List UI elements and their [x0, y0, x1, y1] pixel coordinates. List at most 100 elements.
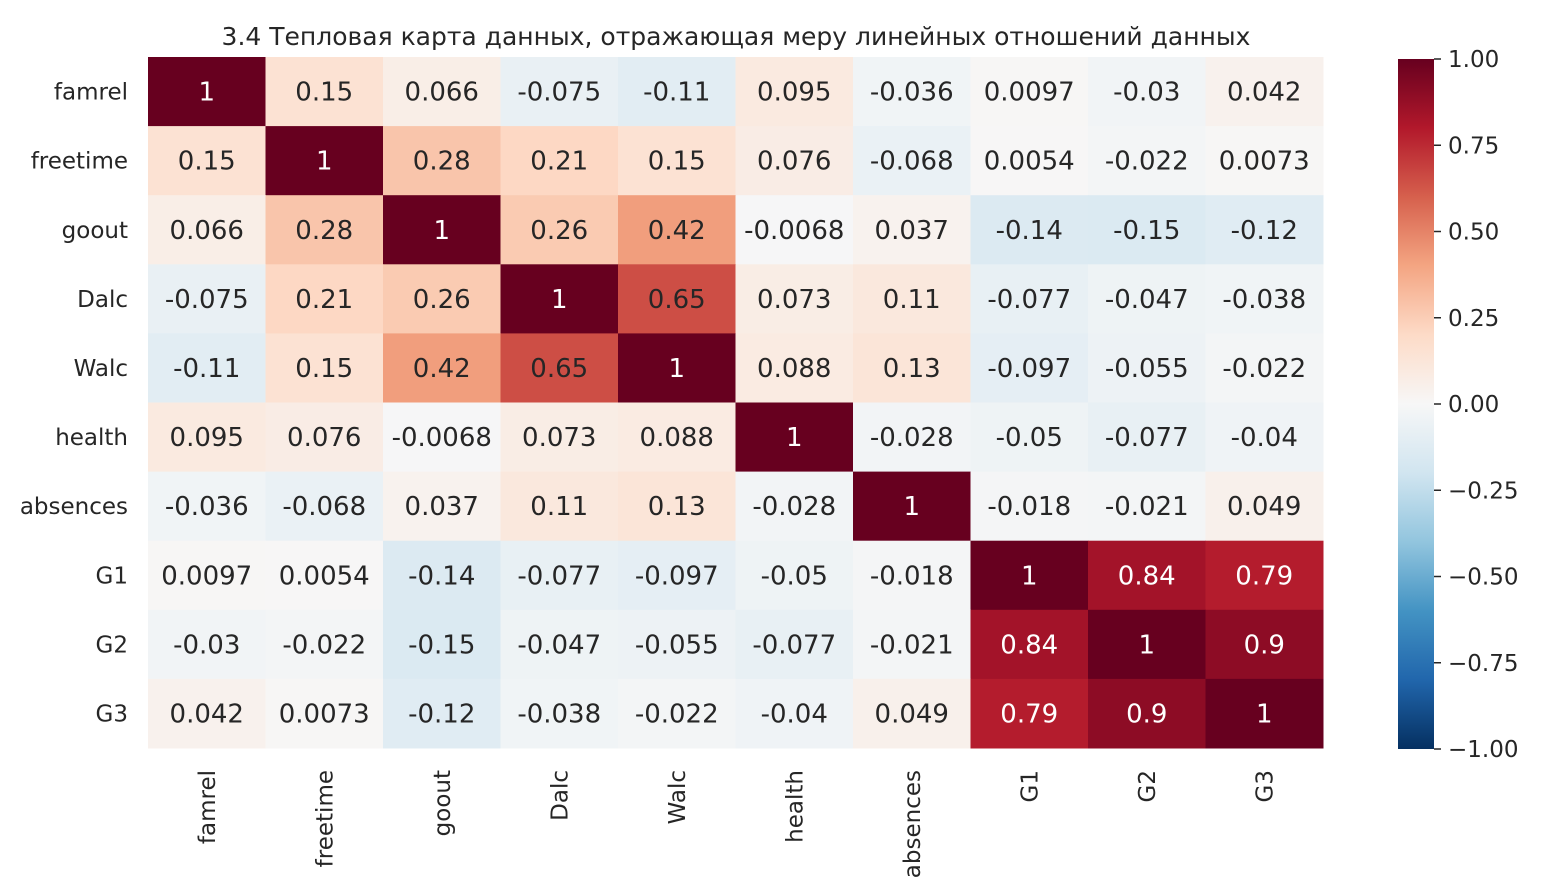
cell-value-label: 0.21 — [295, 285, 353, 315]
heatmap-cell — [1205, 195, 1324, 265]
cell-value-label: 0.0054 — [984, 147, 1075, 177]
heatmap-cell — [383, 678, 501, 749]
y-tick-label: Walc — [74, 356, 128, 382]
heatmap-cell — [265, 402, 384, 473]
heatmap-cell — [853, 471, 971, 542]
cell-value-label: 0.073 — [522, 423, 596, 453]
heatmap-cell — [383, 540, 501, 611]
heatmap-cell — [1205, 402, 1324, 473]
x-tick-label: famrel — [195, 770, 221, 844]
heatmap-cell — [970, 126, 1089, 196]
y-tick-label: G3 — [96, 701, 128, 727]
cell-value-label: 0.28 — [413, 147, 471, 177]
heatmap-cell — [383, 609, 501, 680]
cell-value-label: -0.021 — [870, 630, 954, 660]
x-tick-label: health — [782, 770, 808, 843]
y-tick-label: freetime — [31, 149, 128, 175]
heatmap-cell — [148, 540, 266, 611]
heatmap-cell — [148, 195, 266, 265]
chart-title: 3.4 Тепловая карта данных, отражающая ме… — [222, 22, 1251, 51]
heatmap-cell — [853, 126, 971, 196]
colorbar: 1.00 0.75 0.50 0.25 0.00 −0.25 −0.50 −0.75 −1.00 — [1398, 47, 1518, 763]
cell-value-label: -0.036 — [870, 78, 954, 108]
cell-value-label: 0.84 — [1118, 561, 1176, 591]
cell-value-label: 0.0054 — [279, 561, 370, 591]
cell-value-label: 0.066 — [405, 78, 479, 108]
y-tick-label: G1 — [96, 563, 128, 589]
cell-value-label: 0.0097 — [984, 78, 1075, 108]
heatmap-cell — [500, 402, 619, 473]
cell-value-label: -0.04 — [1231, 423, 1298, 453]
cell-value-label: 0.095 — [170, 423, 244, 453]
cell-value-label: -0.028 — [752, 492, 836, 522]
y-tick-label: G2 — [96, 632, 128, 658]
heatmap-cell — [853, 57, 971, 127]
heatmap-cell — [1205, 264, 1324, 334]
cell-value-label: 0.0097 — [161, 561, 252, 591]
cell-value-label: -0.022 — [1105, 147, 1189, 177]
y-tick-label: Dalc — [77, 287, 128, 313]
heatmap-cell — [265, 57, 384, 127]
heatmap-cells: 1 0.15 0.066 -0.075 -0.11 0.095 -0.036 0.0097 -0… — [148, 57, 1324, 749]
cell-value-label: -0.022 — [1222, 354, 1306, 384]
cell-value-label: 0.42 — [413, 354, 471, 384]
heatmap-cell — [148, 333, 266, 403]
heatmap-cell — [1088, 471, 1206, 542]
cell-value-label: 1 — [316, 147, 333, 177]
cell-value-label: -0.055 — [1105, 354, 1189, 384]
heatmap-cell — [148, 57, 266, 127]
heatmap-cell — [853, 333, 971, 403]
heatmap-cell — [1205, 471, 1324, 542]
cell-value-label: -0.068 — [870, 147, 954, 177]
heatmap-cell — [500, 333, 619, 403]
heatmap-cell — [500, 540, 619, 611]
heatmap-cell — [500, 471, 619, 542]
cell-value-label: 0.65 — [530, 354, 588, 384]
heatmap-cell — [618, 264, 736, 334]
heatmap-cell — [970, 609, 1089, 680]
heatmap-cell — [970, 678, 1089, 749]
x-tick-label: freetime — [312, 770, 338, 867]
cell-value-label: -0.15 — [408, 630, 475, 660]
y-tick-label: absences — [20, 494, 128, 520]
cell-value-label: -0.075 — [517, 78, 601, 108]
x-tick-label: G1 — [1017, 770, 1043, 802]
heatmap-cell — [853, 609, 971, 680]
y-tick-label: goout — [62, 218, 128, 244]
cell-value-label: 0.037 — [405, 492, 479, 522]
cell-value-label: 0.049 — [1227, 492, 1301, 522]
y-axis-labels: famrel freetime goout Dalc Walc health absence… — [20, 80, 128, 728]
heatmap-cell — [1088, 57, 1206, 127]
cell-value-label: -0.12 — [1231, 216, 1298, 246]
cell-value-label: -0.077 — [752, 630, 836, 660]
cell-value-label: -0.05 — [996, 423, 1063, 453]
heatmap-cell — [265, 471, 384, 542]
heatmap-cell — [970, 264, 1089, 334]
heatmap-cell — [1088, 609, 1206, 680]
heatmap-cell — [500, 195, 619, 265]
heatmap-cell — [735, 126, 854, 196]
heatmap-cell — [383, 471, 501, 542]
cell-value-label: 0.066 — [170, 216, 244, 246]
x-tick-label: G2 — [1135, 770, 1161, 802]
heatmap-cell — [1205, 333, 1324, 403]
cell-value-label: 0.042 — [1227, 78, 1301, 108]
heatmap-cell — [265, 540, 384, 611]
heatmap-cell — [1088, 126, 1206, 196]
cell-value-label: 1 — [668, 354, 685, 384]
cell-value-label: 0.65 — [648, 285, 706, 315]
heatmap-cell — [735, 471, 854, 542]
heatmap-cell — [618, 678, 736, 749]
x-axis-labels: famrel freetime goout Dalc Walc health absence… — [195, 770, 1279, 878]
cell-value-label: 0.13 — [648, 492, 706, 522]
heatmap-cell — [618, 609, 736, 680]
heatmap-cell — [148, 264, 266, 334]
cell-value-label: 0.13 — [883, 354, 941, 384]
heatmap-cell — [383, 333, 501, 403]
heatmap-cell — [1088, 540, 1206, 611]
heatmap-cell — [853, 678, 971, 749]
heatmap-cell — [383, 402, 501, 473]
cell-value-label: -0.018 — [870, 561, 954, 591]
x-tick-label: goout — [430, 770, 456, 836]
cell-value-label: 1 — [1021, 561, 1038, 591]
